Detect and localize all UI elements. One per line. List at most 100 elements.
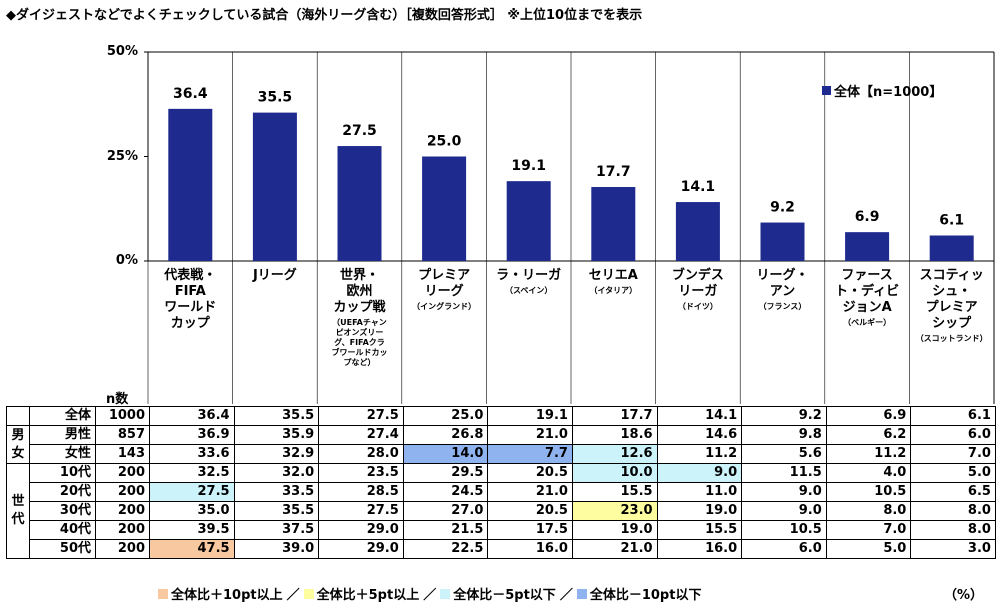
value-cell: 33.6 [149, 444, 235, 464]
value-cell: 7.0 [825, 520, 912, 540]
category-line: ファース [841, 268, 893, 283]
value-cell: 27.0 [402, 501, 489, 521]
value-cell: 15.5 [656, 520, 743, 540]
separator: ／ [286, 588, 300, 603]
row-label: 全体 [29, 406, 96, 426]
value-cell: 33.5 [233, 482, 320, 502]
value-cell: 23.5 [318, 463, 404, 483]
value-cell: 9.8 [741, 425, 827, 445]
bar [252, 112, 297, 261]
value-cell: 6.0 [910, 425, 996, 445]
data-label: 14.1 [681, 179, 716, 195]
category-note: （イタリア） [589, 286, 638, 295]
bar [675, 202, 720, 261]
bar [506, 181, 551, 261]
value-cell: 5.0 [910, 463, 996, 483]
value-cell: 10.5 [741, 520, 827, 540]
category-line: 代表戦・ [164, 268, 217, 283]
value-cell: 6.2 [825, 425, 912, 445]
page-title: ◆ダイジェストなどでよくチェックしている試合（海外リーグ含む）［複数回答形式］ … [6, 8, 643, 23]
category-line: Jリーグ [252, 268, 297, 283]
group-cell: 世代 [6, 463, 30, 559]
value-cell: 20.5 [487, 463, 573, 483]
category-line: ジョンA [842, 300, 892, 315]
category-label: リーグ・ アン （フランス） [740, 268, 825, 312]
highlight-swatch [158, 588, 168, 599]
value-cell: 9.0 [741, 501, 827, 521]
highlight-swatch [576, 588, 587, 599]
value-cell: 27.4 [318, 425, 404, 445]
value-cell: 19.0 [571, 520, 658, 540]
value-cell: 9.2 [741, 406, 827, 426]
highlight-label: 全体比＋10pt以上 [171, 588, 283, 603]
bar [337, 146, 382, 261]
category-note: （スコットランド） [915, 334, 988, 343]
category-line: FIFA [174, 284, 206, 299]
n-cell: 200 [95, 463, 150, 483]
table-row: 世代 10代 200 32.5 32.0 23.5 29.5 20.5 10.0 9.0 11.5 4… [6, 463, 996, 559]
n-cell: 200 [95, 520, 150, 540]
y-tick-25: 25% [106, 149, 138, 164]
n-cell: 200 [95, 501, 150, 521]
legend-label: 全体【n=1000】 [834, 85, 943, 100]
n-header: n数 [106, 392, 129, 407]
category-line: カップ戦 [333, 300, 386, 315]
bar [591, 187, 636, 261]
value-cell: 25.0 [402, 406, 489, 426]
n-cell: 857 [95, 425, 150, 445]
bar [845, 232, 890, 261]
value-cell: 27.5 [318, 406, 404, 426]
row-label: 20代 [29, 482, 96, 502]
data-label: 35.5 [258, 90, 293, 106]
value-cell: 17.7 [571, 406, 658, 426]
value-cell: 11.5 [741, 463, 827, 483]
highlight-label: 全体比＋5pt以上 [316, 588, 420, 603]
category-label: 世界・ 欧州 カップ戦 （UEFAチャンピオンズリーグ、FIFAクラブワールドカップな… [317, 268, 402, 368]
highlight-swatch [440, 588, 451, 599]
category-note: （イングランド） [412, 302, 477, 311]
value-cell: 20.5 [487, 501, 573, 521]
table-row: 女性 143 33.6 32.9 28.0 14.0 7.7 12.6 11.2 5.6 11.2 7… [7, 444, 996, 464]
unit-label: （%） [944, 588, 984, 603]
value-cell: 19.1 [487, 406, 573, 426]
value-cell: 5.6 [741, 444, 827, 464]
value-cell: 35.5 [233, 501, 320, 521]
value-cell: 15.5 [571, 482, 658, 502]
value-cell: 32.0 [233, 463, 320, 483]
category-label: 代表戦・ FIFA ワールド カップ [148, 268, 233, 332]
value-cell: 21.0 [487, 482, 573, 502]
value-cell: 29.0 [318, 520, 404, 540]
row-label: 女性 [29, 444, 96, 464]
category-line: アン [769, 284, 796, 299]
category-line: ラ・リーガ [496, 268, 562, 283]
value-cell: 7.0 [910, 444, 996, 464]
category-line: リーガ [678, 284, 718, 299]
bar [929, 235, 974, 261]
value-cell: 24.5 [402, 482, 489, 502]
category-line: シュ・ [932, 284, 972, 299]
separator: ／ [423, 588, 437, 603]
category-note: （ベルギー） [843, 318, 892, 327]
table-row: 20代 200 27.5 33.5 28.5 24.5 21.0 15.5 11.0 9.0 10.… [7, 482, 996, 502]
row-label: 男性 [29, 425, 96, 445]
bar [760, 222, 805, 261]
value-cell: 29.0 [318, 539, 404, 559]
n-cell: 1000 [95, 406, 150, 426]
data-label: 17.7 [596, 164, 631, 180]
value-cell: 16.0 [656, 539, 743, 559]
value-cell: 8.0 [910, 501, 996, 521]
data-label: 27.5 [342, 123, 377, 139]
value-cell: 4.0 [825, 463, 912, 483]
chart-legend: 全体【n=1000】 [822, 81, 942, 100]
data-label: 6.1 [939, 213, 964, 229]
value-cell: 26.8 [402, 425, 489, 445]
value-cell: 27.5 [318, 501, 404, 521]
value-cell: 21.5 [402, 520, 489, 540]
category-note: （UEFAチャンピオンズリーグ、FIFAクラブワールドカップなど） [331, 318, 388, 367]
value-cell: 32.5 [149, 463, 235, 483]
category-label: ファース ト・ディビ ジョンA （ベルギー） [825, 268, 910, 328]
n-cell: 200 [95, 482, 150, 502]
row-label: 30代 [29, 501, 96, 521]
value-cell: 11.2 [825, 444, 912, 464]
